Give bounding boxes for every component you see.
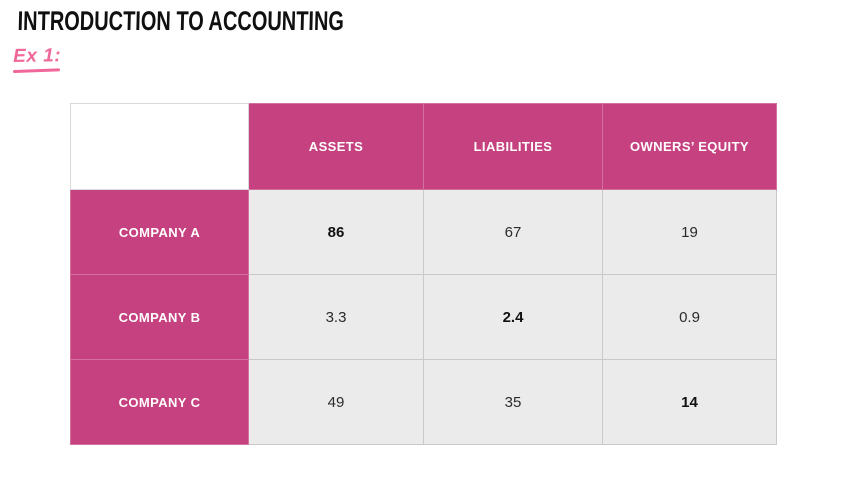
- table-corner-cell: [70, 103, 249, 190]
- cell-company-a-assets: 86: [248, 189, 424, 275]
- table-row-company-b: COMPANY B 3.3 2.4 0.9: [70, 274, 777, 360]
- cell-company-c-assets: 49: [248, 359, 424, 445]
- cell-company-c-liabilities: 35: [423, 359, 603, 445]
- column-header-assets: ASSETS: [248, 103, 424, 190]
- cell-company-a-equity: 19: [602, 189, 777, 275]
- exercise-underline: [13, 68, 61, 73]
- accounting-table: ASSETS LIABILITIES OWNERS’ EQUITY COMPAN…: [70, 103, 777, 445]
- cell-company-b-assets: 3.3: [248, 274, 424, 360]
- cell-company-b-liabilities: 2.4: [423, 274, 603, 360]
- row-label-company-a: COMPANY A: [70, 189, 249, 275]
- row-label-company-b: COMPANY B: [70, 274, 249, 360]
- table-row-company-c: COMPANY C 49 35 14: [70, 359, 777, 445]
- column-header-liabilities: LIABILITIES: [423, 103, 603, 190]
- table-header-row: ASSETS LIABILITIES OWNERS’ EQUITY: [70, 103, 777, 190]
- cell-company-c-equity: 14: [602, 359, 777, 445]
- page-title: INTRODUCTION TO ACCOUNTING: [17, 6, 345, 36]
- cell-company-a-liabilities: 67: [423, 189, 603, 275]
- row-label-company-c: COMPANY C: [70, 359, 249, 445]
- cell-company-b-equity: 0.9: [602, 274, 777, 360]
- exercise-label: Ex 1:: [13, 45, 62, 67]
- table-row-company-a: COMPANY A 86 67 19: [70, 189, 777, 275]
- column-header-owners-equity: OWNERS’ EQUITY: [602, 103, 777, 190]
